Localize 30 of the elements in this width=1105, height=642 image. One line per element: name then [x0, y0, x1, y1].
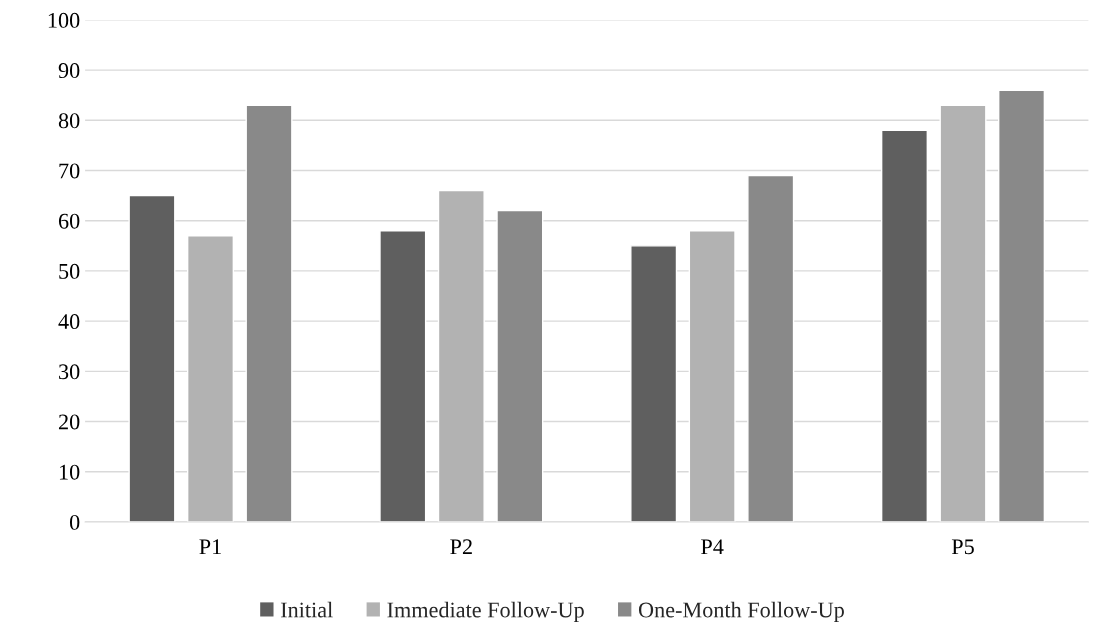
bar [379, 230, 427, 522]
y-tick-label: 30 [59, 364, 80, 380]
bar [630, 245, 678, 522]
bar [128, 194, 176, 522]
legend-label: Immediate Follow-Up [387, 601, 584, 622]
bar [939, 104, 987, 522]
y-tick-label: 100 [48, 12, 80, 28]
bar [747, 174, 795, 522]
y-tick-label: 80 [58, 113, 80, 129]
y-tick-label: 20 [58, 414, 80, 430]
y-tick-label: 50 [59, 263, 80, 279]
y-tick-label: 70 [59, 163, 80, 179]
legend-label: Initial [280, 601, 333, 618]
x-tick-label: P5 [951, 539, 974, 555]
x-tick-label: P1 [199, 539, 221, 555]
y-tick-label: 90 [58, 63, 80, 79]
bar [880, 129, 929, 522]
x-tick-label: P2 [450, 539, 472, 555]
bar [688, 230, 736, 522]
y-tick-label: 10 [59, 464, 80, 480]
x-tick-label: P4 [701, 539, 724, 555]
y-tick-label: 60 [58, 213, 80, 229]
bar [186, 235, 235, 522]
y-tick-label: 0 [69, 514, 80, 530]
bar [998, 89, 1046, 522]
legend-label: One-Month Follow-Up [638, 601, 844, 622]
bar [496, 209, 544, 522]
bar [437, 189, 485, 522]
bar [245, 104, 293, 522]
y-tick-label: 40 [58, 314, 80, 330]
